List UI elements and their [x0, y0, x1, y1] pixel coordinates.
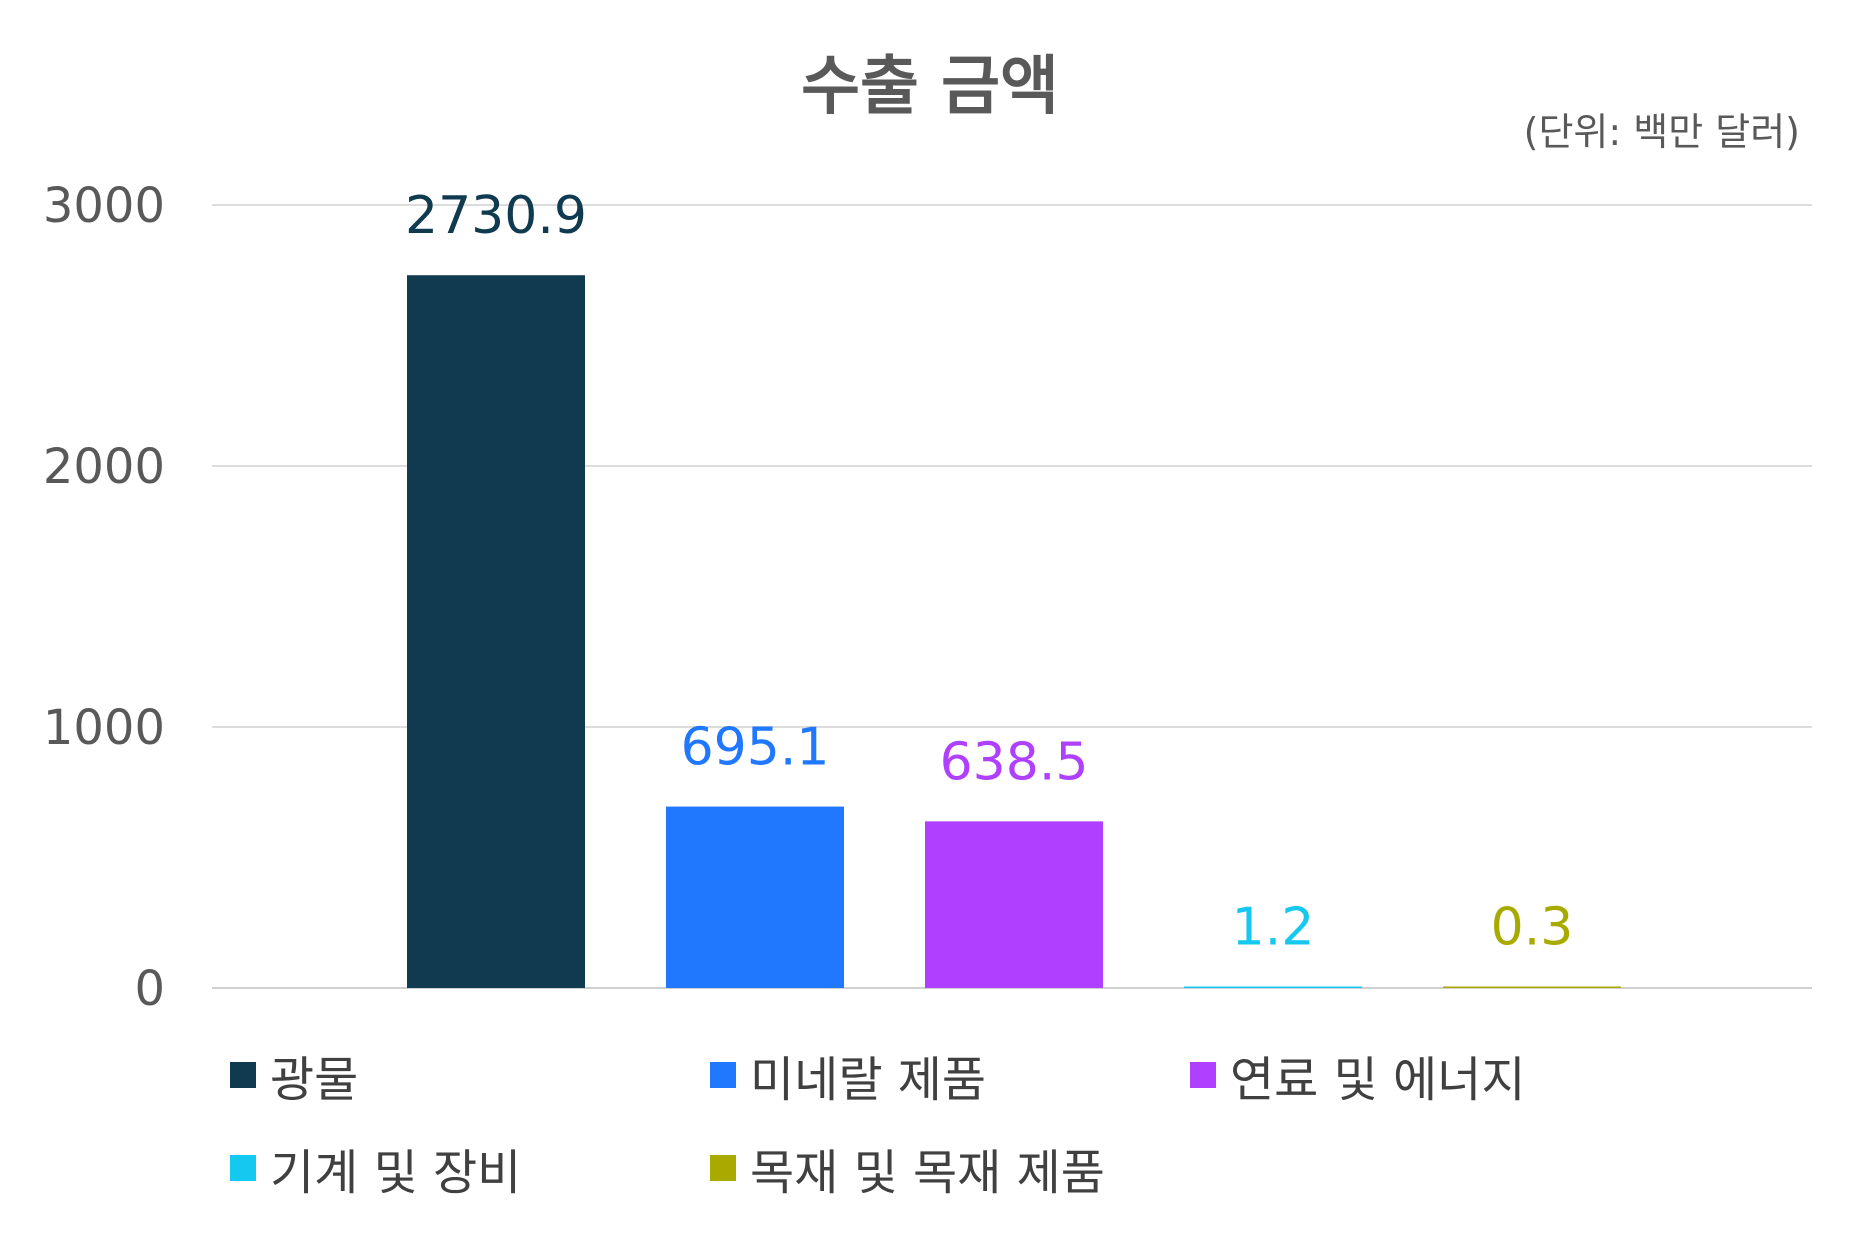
bar-1	[407, 275, 585, 988]
chart-title: 수출 금액	[801, 50, 1059, 124]
bar-5	[1443, 986, 1621, 988]
legend-swatch	[1190, 1062, 1216, 1088]
data-label-4: 1.2	[1232, 898, 1315, 958]
data-label-1: 2730.9	[405, 186, 587, 246]
data-label-5: 0.3	[1491, 898, 1574, 958]
legend-swatch	[710, 1062, 736, 1088]
data-label-2: 695.1	[681, 718, 830, 778]
legend-swatch	[710, 1155, 736, 1181]
legend-item-2: 미네랄 제품	[710, 1040, 986, 1110]
legend-item-1: 광물	[230, 1040, 358, 1110]
bar-4	[1184, 986, 1362, 988]
legend-label: 연료 및 에너지	[1230, 1052, 1526, 1108]
legend-item-4: 기계 및 장비	[230, 1133, 521, 1203]
y-tick-label: 1000	[43, 700, 165, 756]
legend-label: 미네랄 제품	[750, 1052, 987, 1108]
y-tick-label: 3000	[43, 178, 165, 234]
legend-label: 목재 및 목재 제품	[750, 1145, 1105, 1201]
legend-label: 기계 및 장비	[270, 1145, 522, 1201]
legend-swatch	[230, 1062, 256, 1088]
legend-label: 광물	[270, 1052, 359, 1108]
unit-note: (단위: 백만 달러)	[1524, 110, 1800, 154]
bar-2	[666, 806, 844, 988]
legend-item-3: 연료 및 에너지	[1190, 1040, 1525, 1110]
y-tick-label: 2000	[43, 439, 165, 495]
data-label-3: 638.5	[940, 732, 1089, 792]
legend-item-5: 목재 및 목재 제품	[710, 1133, 1105, 1203]
y-tick-label: 0	[134, 961, 165, 1017]
bar-3	[925, 821, 1103, 988]
legend-swatch	[230, 1155, 256, 1181]
